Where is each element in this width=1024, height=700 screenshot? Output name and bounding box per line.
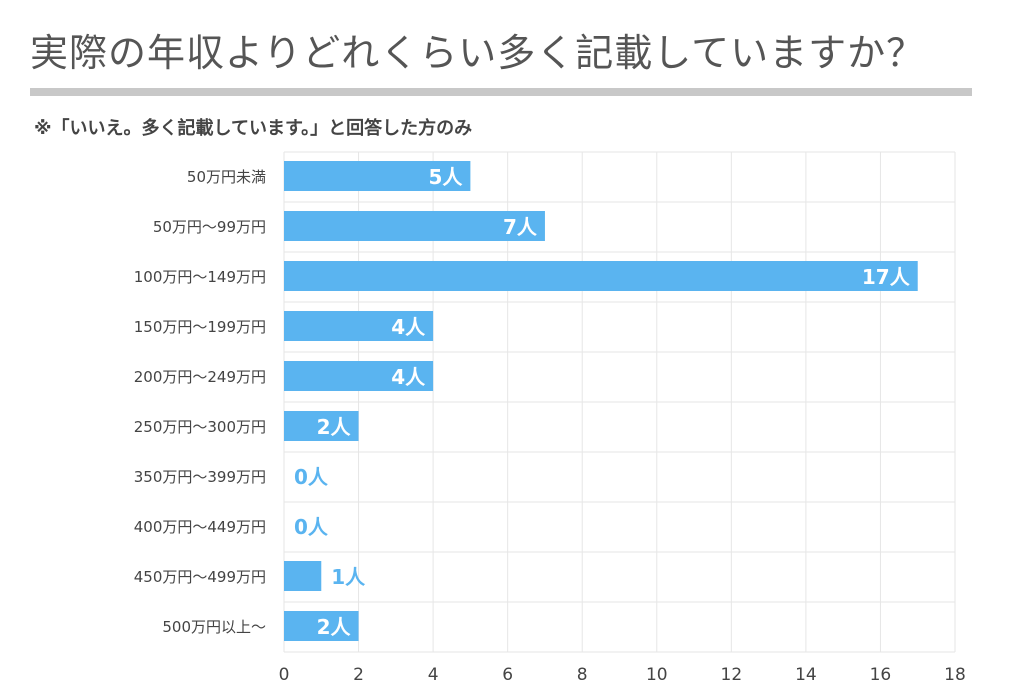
x-tick-label: 8 (577, 665, 588, 685)
x-tick-label: 2 (353, 665, 364, 685)
bar-value-label: 4人 (391, 315, 426, 339)
x-tick-label: 10 (646, 665, 668, 685)
bar (284, 561, 322, 591)
x-tick-label: 18 (944, 665, 966, 685)
category-label: 350万円〜399万円 (134, 468, 266, 486)
bar-value-label: 0人 (294, 515, 329, 539)
category-label: 100万円〜149万円 (134, 268, 266, 286)
category-label: 200万円〜249万円 (134, 368, 266, 386)
x-tick-label: 14 (795, 665, 817, 685)
bar (284, 261, 918, 291)
category-label: 450万円〜499万円 (134, 568, 266, 586)
bar-value-label: 0人 (294, 465, 329, 489)
bar (284, 211, 545, 241)
category-label: 50万円未満 (187, 168, 266, 186)
category-label: 250万円〜300万円 (134, 418, 266, 436)
x-tick-label: 0 (279, 665, 290, 685)
category-label: 500万円以上〜 (162, 618, 266, 636)
bar (284, 311, 434, 341)
x-tick-label: 16 (870, 665, 892, 685)
bar-value-label: 2人 (317, 615, 352, 639)
bar-value-label: 7人 (503, 215, 538, 239)
bar (284, 361, 434, 391)
x-tick-label: 4 (428, 665, 439, 685)
bar-value-label: 2人 (317, 415, 352, 439)
bar (284, 411, 359, 441)
category-label: 150万円〜199万円 (134, 318, 266, 336)
category-label: 50万円〜99万円 (153, 218, 266, 236)
chart-subtitle: ※「いいえ。多く記載しています。」と回答した方のみ (34, 118, 473, 139)
bar-value-label: 1人 (331, 565, 366, 589)
x-tick-label: 6 (502, 665, 513, 685)
bar-value-label: 17人 (862, 265, 911, 289)
x-tick-label: 12 (721, 665, 743, 685)
category-label: 400万円〜449万円 (134, 518, 266, 536)
bar-value-label: 4人 (391, 365, 426, 389)
chart-title: 実際の年収よりどれくらい多く記載していますか？ (30, 31, 926, 75)
bar-value-label: 5人 (428, 165, 463, 189)
bar (284, 161, 471, 191)
bar (284, 611, 359, 641)
title-divider (30, 88, 972, 96)
